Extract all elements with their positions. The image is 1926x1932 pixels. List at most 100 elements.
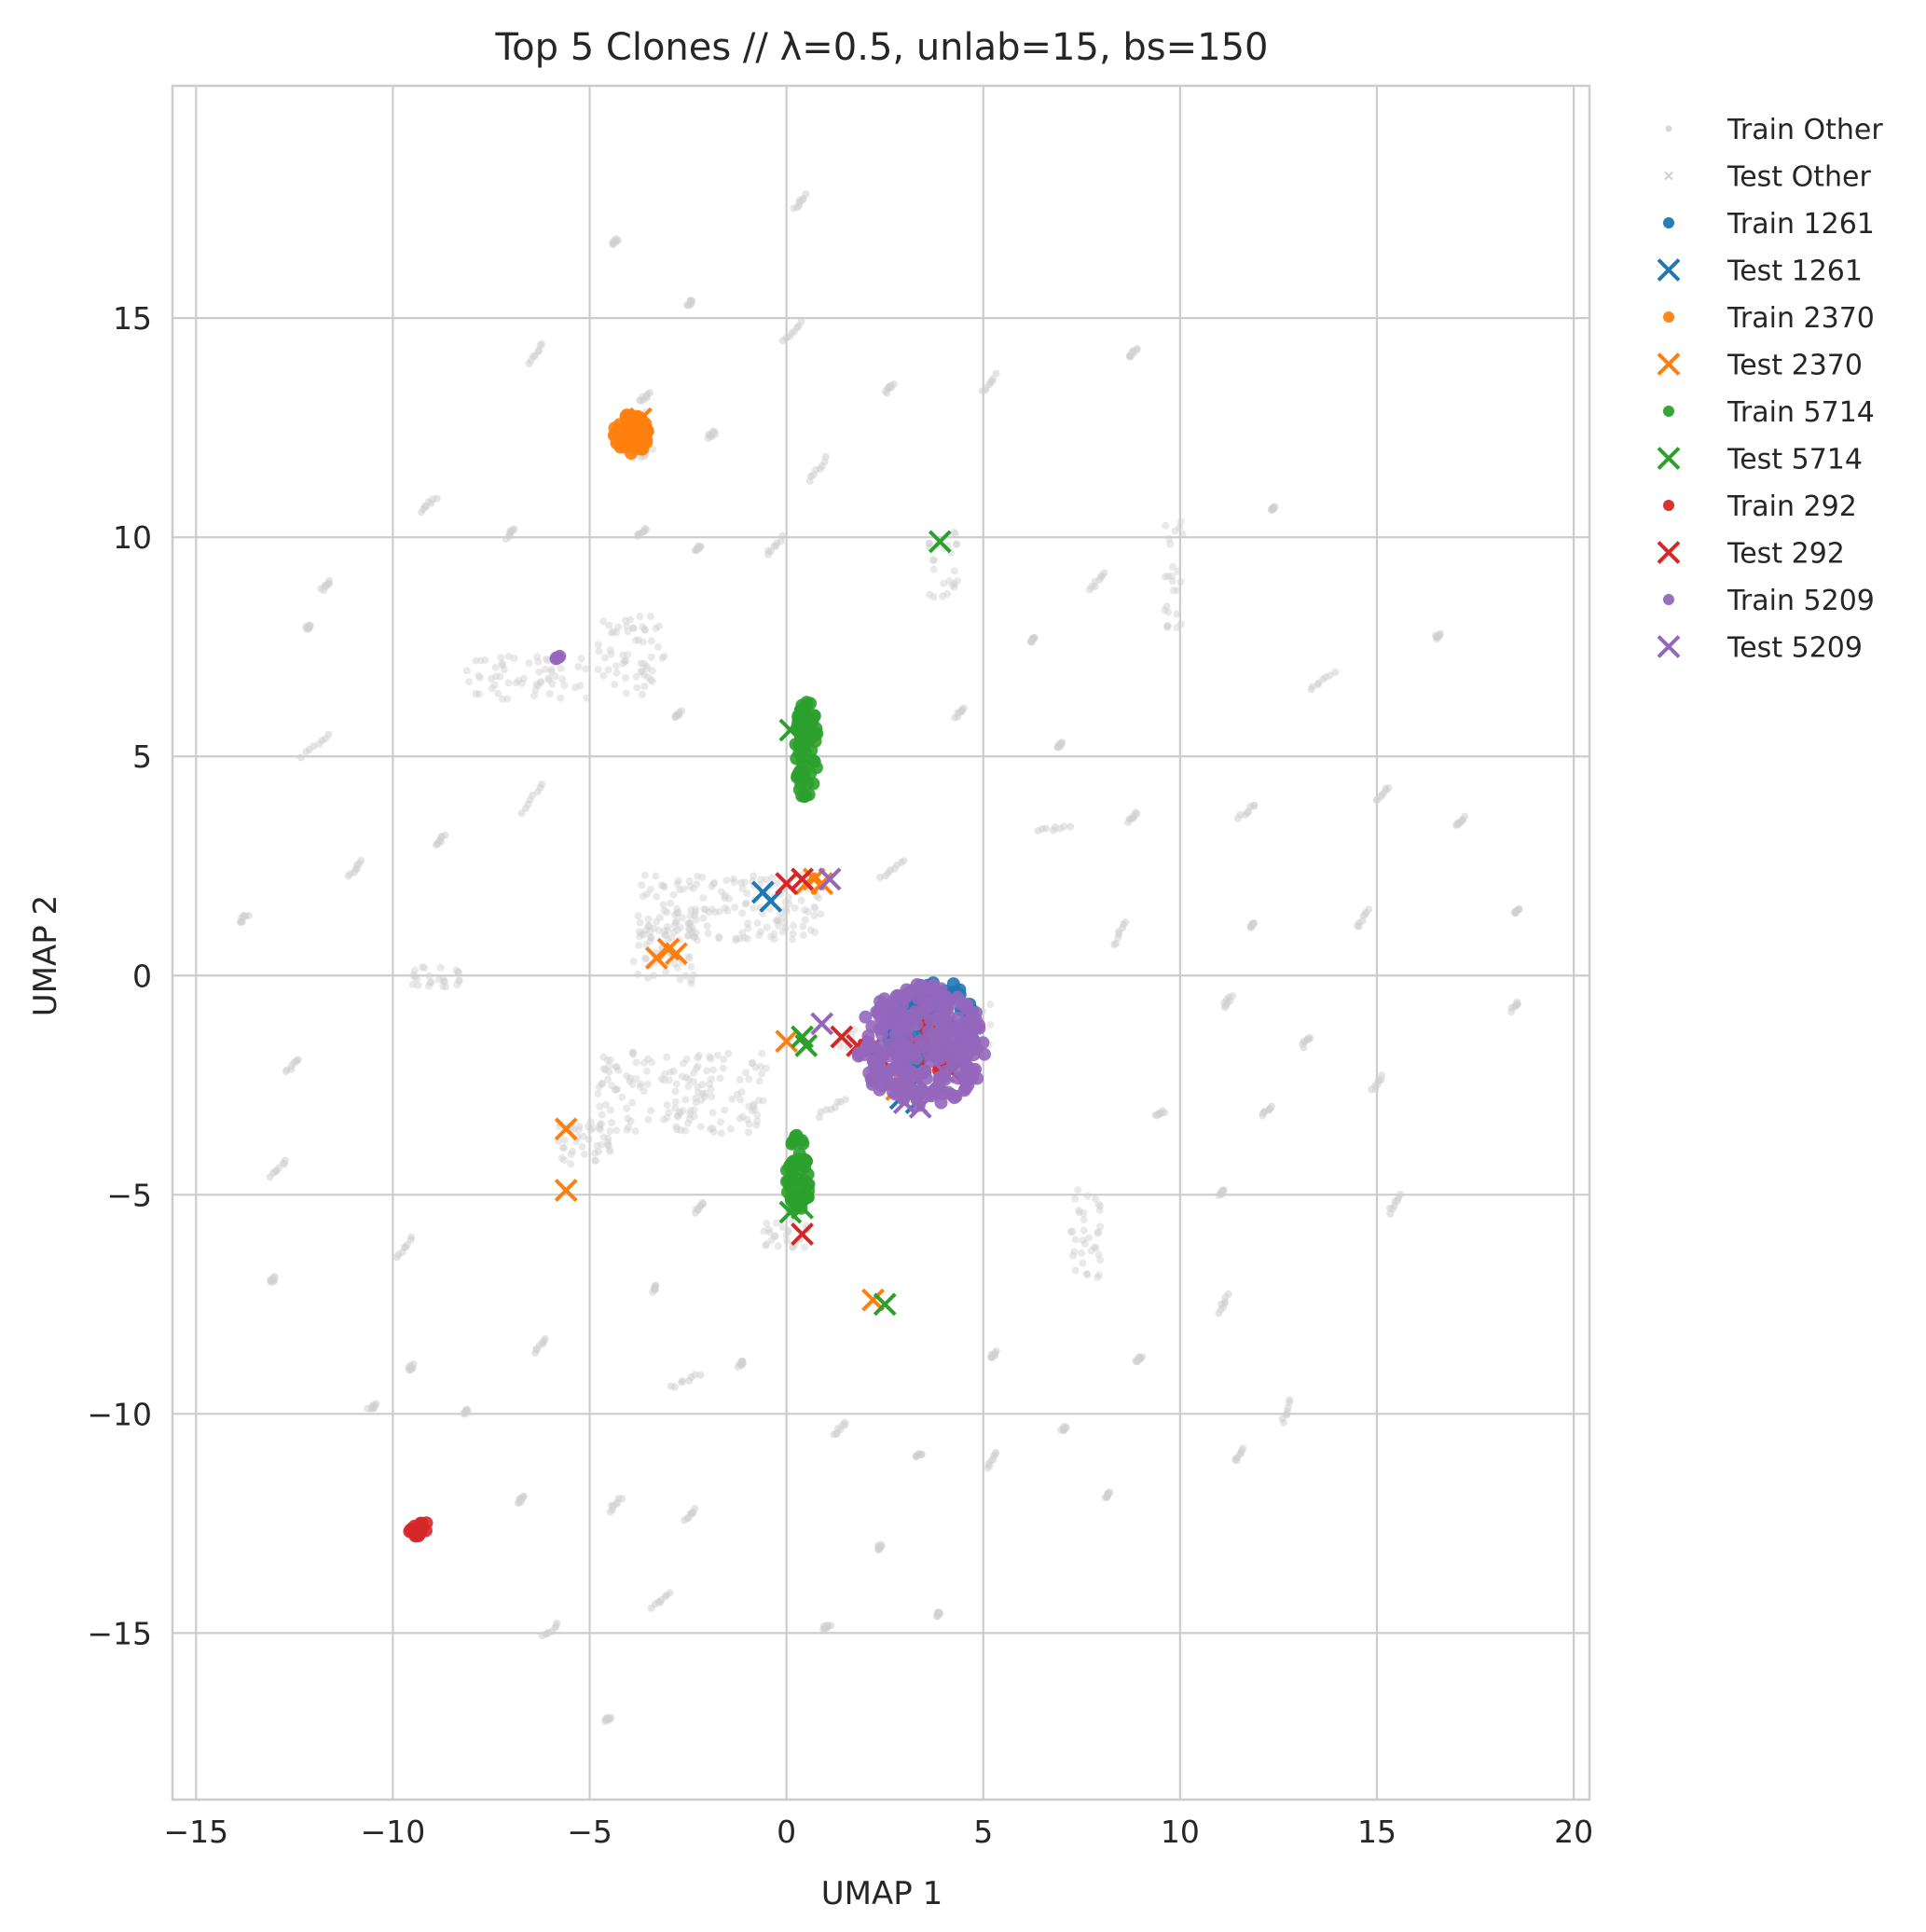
train-other-point — [420, 964, 429, 973]
train-other-point — [676, 923, 684, 932]
train-other-point — [1173, 610, 1181, 618]
train-other-point — [789, 1243, 797, 1251]
train-other-point — [688, 931, 696, 939]
train-other-point — [917, 1450, 926, 1458]
train-other-point — [607, 650, 615, 658]
train-other-point — [604, 1140, 612, 1149]
train-other-point — [900, 857, 908, 865]
legend-train-other-swatch — [1665, 125, 1672, 132]
train-other-point — [667, 899, 675, 907]
train-other-point — [743, 1115, 751, 1124]
train-other-point — [638, 930, 646, 938]
train-other-point — [716, 1074, 724, 1083]
train-other-point — [686, 1111, 695, 1118]
train-other-point — [1163, 622, 1172, 630]
train-other-point — [293, 1056, 301, 1065]
train-other-point — [1132, 808, 1140, 817]
train-other-point — [640, 1059, 649, 1067]
train-other-point — [661, 1070, 669, 1078]
train-other-point — [594, 666, 602, 674]
train-other-point — [774, 917, 782, 925]
train-other-point — [623, 622, 631, 630]
train-other-point — [624, 651, 632, 659]
train-other-point — [781, 924, 790, 932]
legend-train-292-label: Train 292 — [1727, 490, 1857, 523]
train-other-point — [1075, 1207, 1083, 1215]
train-other-point — [929, 593, 938, 601]
train-other-point — [750, 872, 758, 880]
train-other-point — [595, 1148, 603, 1155]
x-tick-label: −10 — [361, 1814, 426, 1850]
test-5714-marker — [873, 1292, 897, 1317]
legend-train-292-swatch — [1663, 500, 1674, 511]
train-other-point — [715, 932, 723, 941]
train-other-point — [701, 1089, 709, 1097]
train-other-point — [605, 1062, 613, 1070]
train-other-point — [636, 613, 644, 621]
train-other-point — [567, 1160, 575, 1168]
train-other-point — [639, 638, 647, 646]
train-5714-point — [798, 734, 812, 748]
train-other-point — [758, 1070, 765, 1078]
train-other-point — [465, 678, 474, 686]
train-other-point — [763, 1220, 771, 1227]
train-other-point — [676, 1110, 684, 1118]
train-other-point — [738, 1112, 747, 1121]
train-other-point — [1365, 905, 1373, 914]
train-5209-point — [940, 1033, 954, 1047]
train-other-point — [629, 624, 638, 632]
train-other-point — [1173, 586, 1181, 595]
train-other-point — [425, 982, 433, 990]
train-other-point — [476, 673, 484, 682]
train-other-point — [640, 626, 649, 634]
test-292-marker — [791, 1222, 814, 1247]
train-other-point — [692, 929, 700, 937]
train-other-point — [691, 1371, 699, 1379]
train-other-point — [662, 968, 670, 976]
train-other-point — [943, 590, 952, 598]
legend-train-1261-swatch — [1663, 217, 1674, 228]
train-other-point — [648, 1058, 656, 1067]
train-other-point — [696, 1371, 705, 1379]
train-other-point — [641, 954, 650, 962]
train-other-point — [518, 679, 526, 687]
train-other-point — [926, 590, 934, 599]
train-other-point — [688, 923, 696, 932]
train-other-point — [282, 1156, 289, 1165]
train-5209-point — [964, 1013, 978, 1027]
train-other-point — [1096, 1222, 1105, 1231]
train-other-point — [695, 1089, 703, 1097]
train-other-point — [755, 1077, 764, 1085]
train-other-point — [684, 1119, 693, 1127]
train-other-point — [693, 880, 701, 889]
train-5209-point — [550, 651, 564, 665]
train-other-point — [771, 1232, 779, 1240]
train-other-point — [684, 919, 693, 928]
train-other-point — [755, 1097, 763, 1104]
legend-train-5714-swatch — [1663, 406, 1674, 417]
train-other-point — [697, 1096, 706, 1104]
train-other-point — [491, 672, 500, 681]
train-other-point — [646, 885, 654, 893]
train-other-point — [1239, 1444, 1247, 1453]
train-other-point — [577, 655, 585, 663]
train-other-point — [500, 665, 508, 673]
train-other-point — [625, 1123, 633, 1131]
train-other-point — [770, 935, 778, 944]
train-other-point — [1092, 1244, 1100, 1252]
train-other-point — [612, 628, 621, 637]
train-other-point — [815, 894, 823, 902]
train-other-point — [720, 1056, 728, 1064]
train-other-point — [619, 651, 627, 659]
tick-labels: −15 −10 −5 0 5 10 15 20 −15 −10 −5 0 5 10 15 — [87, 300, 1593, 1850]
train-other-point — [582, 665, 590, 673]
train-other-point — [560, 1156, 569, 1165]
train-other-point — [551, 672, 559, 681]
train-2370-point — [621, 428, 635, 442]
train-other-point — [950, 583, 958, 591]
train-other-point — [669, 890, 678, 899]
train-other-point — [750, 1102, 758, 1111]
train-other-point — [1092, 1194, 1099, 1203]
train-other-point — [650, 924, 658, 932]
